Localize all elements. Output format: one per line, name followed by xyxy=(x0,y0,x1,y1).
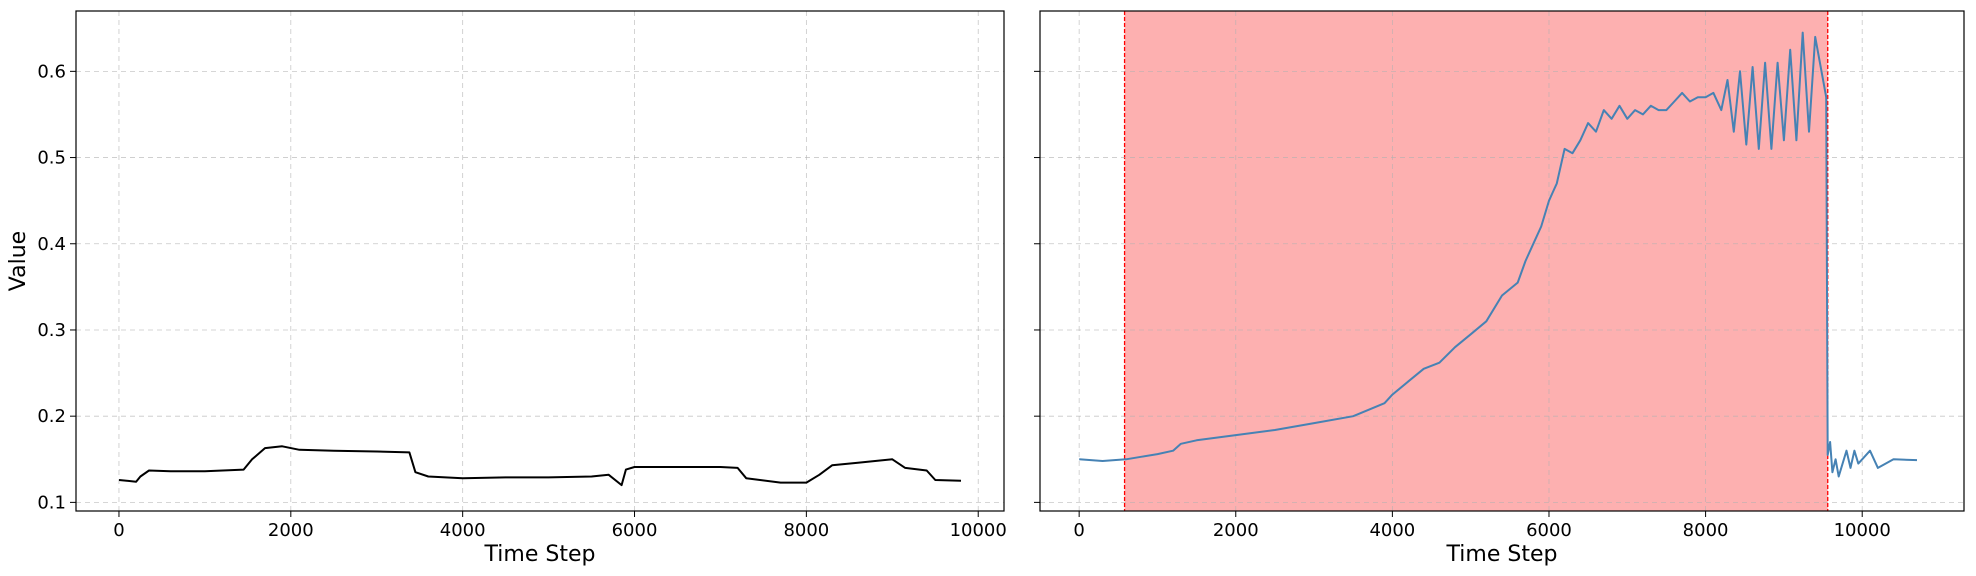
x-tick-label: 6000 xyxy=(1526,520,1572,541)
x-tick-label: 10000 xyxy=(950,520,1007,541)
left-chart-panel: 0 2000 4000 6000 8000 10000 0.1 0.2 0.3 0.4 0.5 0.6… xyxy=(6,10,1007,567)
x-tick-label: 10000 xyxy=(1834,520,1891,541)
x-tick-label: 2000 xyxy=(1213,520,1259,541)
y-tick-label: 0.2 xyxy=(37,406,66,427)
x-tick-label: 8000 xyxy=(1683,520,1729,541)
right-chart-panel: 0 2000 4000 6000 8000 10000 Time Step xyxy=(1034,10,1965,567)
y-tick-label: 0.4 xyxy=(37,234,66,255)
x-tick-label: 6000 xyxy=(612,520,658,541)
x-axis-label: Time Step xyxy=(1446,542,1558,567)
y-axis-label: Value xyxy=(6,231,31,291)
x-tick-label: 4000 xyxy=(440,520,486,541)
x-tick-label: 0 xyxy=(1073,520,1084,541)
x-tick-label: 4000 xyxy=(1369,520,1415,541)
x-tick-label: 8000 xyxy=(783,520,829,541)
y-tick-label: 0.3 xyxy=(37,320,66,341)
x-axis-label: Time Step xyxy=(484,542,596,567)
x-tick-label: 2000 xyxy=(268,520,314,541)
plot-frame xyxy=(75,10,1005,512)
series-line xyxy=(118,445,962,487)
y-tick-label: 0.1 xyxy=(37,492,66,513)
x-tick-label: 0 xyxy=(113,520,124,541)
y-tick-label: 0.5 xyxy=(37,148,66,169)
series-line xyxy=(1079,31,1918,478)
y-tick-label: 0.6 xyxy=(37,61,66,82)
plot-frame xyxy=(1039,10,1965,512)
